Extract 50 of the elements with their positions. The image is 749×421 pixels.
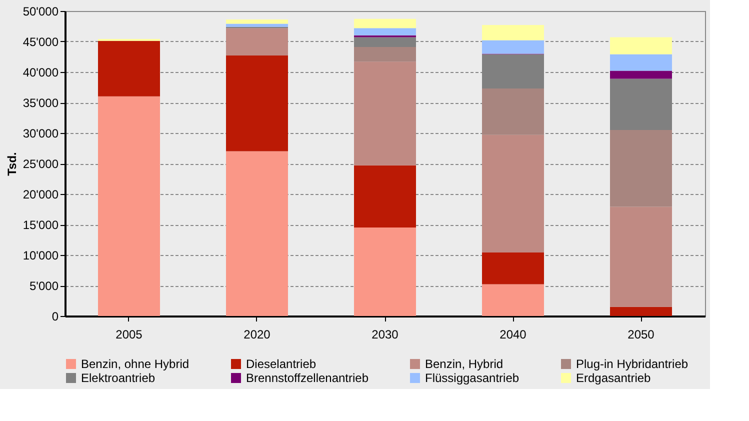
y-axis-title: Tsd. bbox=[4, 152, 19, 176]
legend-label: Flüssiggasantrieb bbox=[425, 371, 520, 385]
y-tick-label: 45'000 bbox=[22, 35, 59, 49]
x-tick-label: 2005 bbox=[116, 328, 143, 342]
bar bbox=[226, 56, 288, 152]
legend-label: Plug-in Hybridantrieb bbox=[576, 357, 688, 371]
x-tick-label: 2050 bbox=[628, 328, 655, 342]
bar bbox=[354, 165, 416, 228]
y-tick-label: 35'000 bbox=[22, 96, 59, 110]
bar bbox=[226, 20, 288, 24]
bar bbox=[482, 25, 544, 40]
legend-label: Erdgasantrieb bbox=[576, 371, 652, 385]
legend-label: Benzin, Hybrid bbox=[425, 357, 504, 371]
bar bbox=[354, 28, 416, 36]
x-tick-label: 2030 bbox=[372, 328, 399, 342]
y-tick-label: 40'000 bbox=[22, 66, 59, 80]
y-tick-label: 10'000 bbox=[22, 248, 59, 262]
bar bbox=[354, 228, 416, 316]
bar bbox=[226, 151, 288, 316]
legend-label: Brennstoffzellenantrieb bbox=[246, 371, 369, 385]
bar bbox=[482, 252, 544, 284]
y-tick-label: 20'000 bbox=[22, 188, 59, 202]
bar bbox=[354, 46, 416, 62]
bar bbox=[482, 284, 544, 316]
y-tick-label: 30'000 bbox=[22, 126, 59, 140]
bar bbox=[226, 24, 288, 27]
bar bbox=[98, 96, 160, 316]
bar bbox=[610, 54, 672, 71]
bar bbox=[610, 306, 672, 316]
x-tick-label: 2040 bbox=[500, 328, 527, 342]
y-tick-label: 50'000 bbox=[22, 4, 59, 18]
bar bbox=[482, 134, 544, 253]
legend-label: Dieselantrieb bbox=[246, 357, 316, 371]
y-tick-label: 15'000 bbox=[22, 218, 59, 232]
bar bbox=[610, 130, 672, 207]
bar bbox=[610, 70, 672, 79]
y-tick-label: 5'000 bbox=[30, 279, 59, 293]
x-tick-label: 2020 bbox=[244, 328, 271, 342]
bar bbox=[226, 28, 288, 56]
y-tick-label: 25'000 bbox=[22, 157, 59, 171]
bar bbox=[482, 40, 544, 54]
bar bbox=[482, 88, 544, 135]
bar bbox=[610, 206, 672, 307]
bar bbox=[98, 40, 160, 96]
bar bbox=[354, 62, 416, 166]
bar bbox=[354, 18, 416, 28]
legend-label: Benzin, ohne Hybrid bbox=[81, 357, 190, 371]
bar bbox=[610, 37, 672, 54]
legend-label: Elektroantrieb bbox=[81, 371, 156, 385]
y-tick-label: 0 bbox=[52, 310, 59, 324]
